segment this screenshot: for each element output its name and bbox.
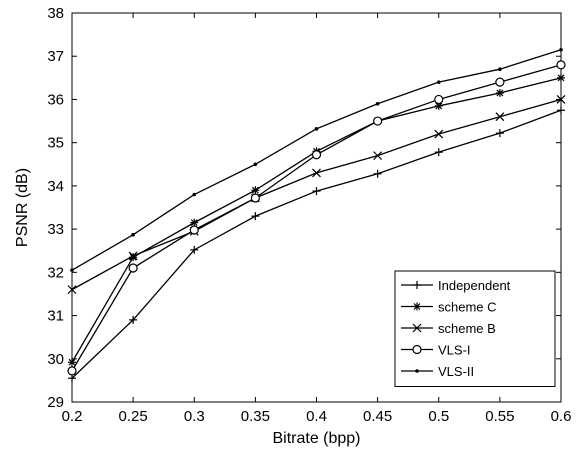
series-layer	[67, 47, 566, 383]
x-axis-label: Bitrate (bpp)	[272, 430, 360, 447]
marker-plus	[557, 106, 565, 115]
marker-plus	[190, 245, 199, 254]
x-tick-label: 0.55	[485, 408, 514, 425]
marker-circle	[189, 225, 199, 235]
ticks-layer: 0.2 0.25 0.3 0.35 0.4 0.45 0.5 0.55 0.6 29 30 31 32 3…	[47, 5, 571, 425]
marker-x	[67, 285, 77, 295]
marker-plus	[413, 281, 421, 289]
marker-x	[312, 168, 321, 178]
y-tick-label: 33	[47, 221, 64, 238]
marker-dot	[498, 67, 502, 71]
legend-label: VLS-II	[438, 364, 474, 379]
marker-star	[413, 302, 421, 311]
marker-plus	[373, 169, 382, 178]
marker-star	[557, 73, 565, 82]
y-tick-label: 35	[47, 135, 64, 152]
x-tick-label: 0.5	[428, 408, 449, 425]
legend-entry: scheme C	[401, 300, 497, 315]
x-tick-label: 0.35	[241, 408, 270, 425]
y-tick-label: 31	[47, 308, 64, 325]
y-tick-label: 38	[47, 5, 64, 22]
legend-label: VLS-I	[438, 343, 471, 358]
marker-x	[128, 251, 138, 261]
marker-plus	[434, 148, 443, 157]
series-vls-ii	[70, 47, 563, 272]
marker-star	[251, 186, 260, 195]
marker-circle	[311, 150, 322, 160]
marker-circle	[495, 77, 505, 87]
y-tick-label: 34	[47, 178, 64, 195]
marker-star	[190, 218, 199, 227]
x-tick-label: 0.45	[363, 408, 392, 425]
x-tick-label: 0.3	[184, 408, 205, 425]
marker-star	[495, 88, 504, 97]
marker-dot	[192, 192, 197, 197]
marker-x	[373, 151, 383, 161]
legend-label: scheme C	[438, 300, 497, 315]
marker-plus	[129, 315, 138, 324]
y-tick-label: 29	[47, 394, 64, 411]
y-tick-label: 37	[47, 48, 64, 65]
marker-star	[68, 358, 76, 367]
marker-dot	[253, 162, 258, 167]
y-tick-label: 32	[47, 264, 64, 281]
legend-entry: VLS-II	[401, 364, 474, 379]
marker-circle	[556, 60, 566, 70]
legend-label: Independent	[438, 278, 511, 293]
marker-dot	[559, 47, 563, 52]
marker-circle	[128, 263, 138, 273]
x-tick-label: 0.2	[62, 408, 83, 425]
y-tick-label: 36	[47, 91, 64, 108]
marker-dot	[70, 268, 74, 272]
x-tick-label: 0.4	[306, 408, 327, 425]
marker-plus	[251, 212, 260, 221]
legend: Independent scheme C scheme B VLS-I VLS-II	[394, 270, 556, 387]
marker-plus	[68, 374, 76, 383]
y-axis-label: PSNR (dB)	[14, 168, 31, 247]
marker-dot	[375, 101, 380, 106]
marker-x	[495, 112, 505, 122]
marker-circle	[67, 366, 77, 376]
legend-label: scheme B	[438, 321, 496, 336]
marker-x	[556, 95, 566, 104]
marker-circle	[250, 193, 260, 203]
marker-x	[412, 323, 422, 333]
series-independent	[68, 106, 565, 383]
legend-box	[394, 270, 556, 387]
legend-entry: scheme B	[401, 321, 496, 336]
series-vls-i	[67, 60, 566, 376]
x-tick-label: 0.6	[551, 408, 572, 425]
y-tick-label: 30	[47, 351, 64, 368]
marker-dot	[314, 127, 319, 131]
marker-circle	[373, 116, 383, 126]
legend-entry: Independent	[401, 278, 511, 293]
marker-plus	[312, 187, 321, 196]
marker-plus	[495, 129, 504, 138]
x-tick-label: 0.25	[119, 408, 148, 425]
marker-dot	[415, 369, 419, 373]
marker-circle	[412, 344, 422, 355]
marker-dot	[436, 80, 441, 84]
marker-dot	[131, 232, 135, 237]
legend-entry: VLS-I	[401, 343, 471, 358]
marker-x	[434, 129, 444, 139]
marker-circle	[434, 94, 444, 105]
